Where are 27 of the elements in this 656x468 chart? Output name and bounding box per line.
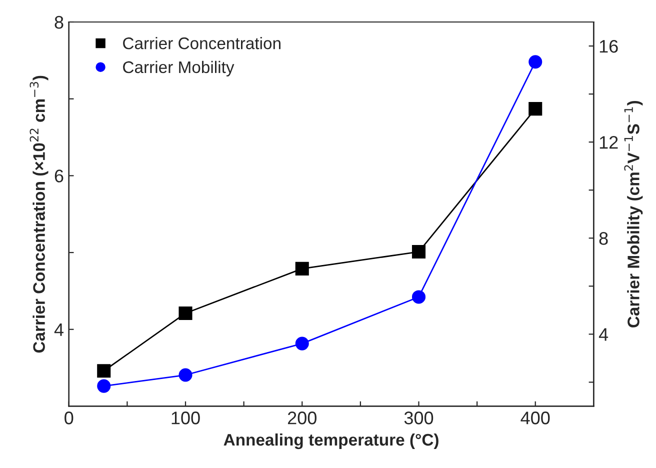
y2-tick-label: 12 bbox=[600, 136, 618, 149]
point bbox=[295, 336, 309, 350]
point bbox=[528, 55, 542, 69]
y2-axis-title: Carrier Mobility (cm$^{2}$V$^{−1}$S$^{−1}$) bbox=[624, 100, 643, 328]
x-tick-label: 300 bbox=[404, 412, 434, 424]
x-tick-label: 400 bbox=[520, 412, 550, 424]
y-tick-label: 8 bbox=[54, 16, 64, 29]
point bbox=[178, 368, 192, 382]
legend-label: Carrier Concentration bbox=[123, 36, 280, 50]
x-tick-label: 100 bbox=[172, 412, 200, 424]
y2-tick-label: 8 bbox=[599, 232, 608, 245]
x-tick-label: 200 bbox=[288, 412, 316, 424]
legend-label: Carrier Mobility bbox=[123, 60, 234, 76]
y2-tick-label: 16 bbox=[600, 40, 618, 53]
y-tick-label: 6 bbox=[54, 170, 64, 182]
point bbox=[412, 290, 426, 304]
point bbox=[528, 102, 542, 116]
y-axis-title: Carrier Concentration (×10$^{22}$ cm$^{−3}$) bbox=[30, 76, 48, 353]
point bbox=[295, 262, 309, 276]
point bbox=[97, 379, 111, 393]
y2-tick-label: 4 bbox=[598, 328, 608, 341]
point bbox=[97, 364, 111, 378]
x-axis-title: Annealing temperature (°C) bbox=[224, 433, 438, 450]
point bbox=[178, 306, 192, 320]
point bbox=[412, 244, 426, 259]
y-tick-label: 4 bbox=[54, 324, 64, 336]
x-tick-label: 0 bbox=[64, 412, 74, 424]
